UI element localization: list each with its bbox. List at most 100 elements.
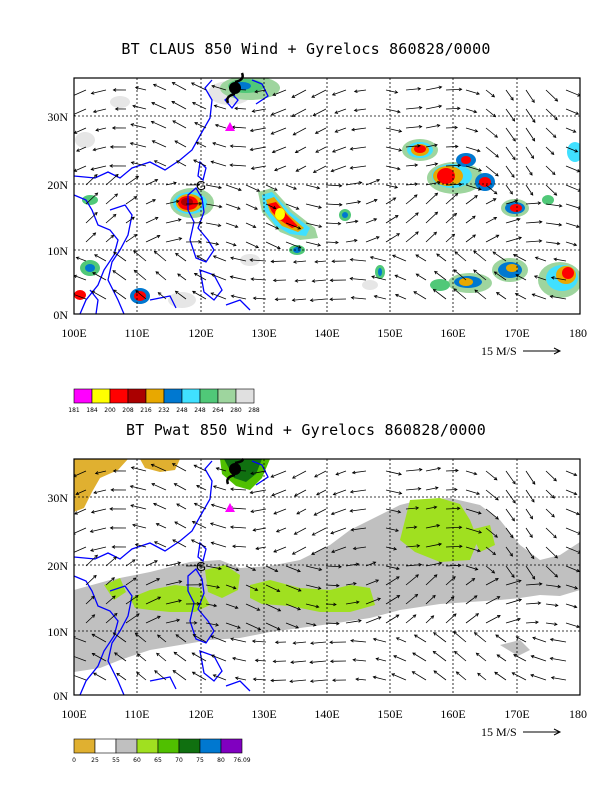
wind-arrowhead: [438, 542, 443, 547]
wind-arrow: [133, 250, 147, 262]
wind-arrow: [385, 576, 400, 586]
wind-arrowhead: [91, 595, 95, 600]
wind-arrow: [137, 653, 147, 662]
wind-arrow: [205, 603, 217, 607]
wind-arrowhead: [109, 164, 113, 168]
wind-arrow: [505, 237, 522, 243]
wind-arrow: [325, 603, 337, 605]
wind-arrowhead: [293, 531, 298, 535]
wind-arrow: [565, 470, 577, 476]
wind-arrow: [95, 127, 107, 131]
wind-arrowhead: [195, 141, 200, 145]
colorbar-swatch: [235, 388, 255, 404]
wind-arrow: [385, 470, 402, 475]
wind-arrow: [465, 508, 482, 514]
wind-arrowhead: [174, 521, 178, 525]
wind-arrowhead: [538, 239, 543, 243]
wind-arrowhead: [91, 614, 96, 618]
wind-arrow: [465, 108, 477, 113]
wind-arrowhead: [434, 211, 439, 216]
wind-arrow: [232, 545, 247, 548]
wind-arrow: [525, 546, 535, 559]
wind-arrow: [250, 470, 267, 475]
wind-arrowhead: [394, 274, 399, 278]
wind-arrowhead: [273, 549, 277, 553]
wind-arrow: [93, 489, 107, 494]
wind-arrow: [175, 290, 187, 300]
wind-arrow: [485, 184, 498, 195]
wind-arrow: [365, 218, 377, 224]
wind-arrowhead: [473, 595, 478, 599]
wind-arrowhead: [154, 216, 159, 221]
top-colorbar: 181 184 200 208 216 232 248 248 264 280 288: [68, 388, 260, 414]
wind-arrowhead: [214, 123, 219, 128]
wind-arrow: [271, 470, 287, 478]
wind-arrowhead: [395, 614, 400, 618]
wind-arrowhead: [510, 97, 514, 101]
wind-arrowhead: [192, 634, 197, 638]
wind-arrowhead: [132, 577, 137, 581]
wind-arrowhead: [532, 119, 536, 123]
wind-arrow: [154, 541, 167, 548]
wind-arrow: [445, 107, 460, 110]
wind-arrowhead: [251, 109, 256, 113]
wind-arrow: [525, 583, 542, 586]
wind-arrow: [334, 108, 347, 114]
wind-arrow: [154, 251, 167, 262]
wind-arrow: [76, 146, 87, 152]
wind-arrow: [254, 89, 267, 93]
wind-arrow: [405, 469, 422, 472]
wind-arrowhead: [133, 234, 138, 238]
wind-arrow: [545, 89, 558, 102]
wind-arrow: [196, 141, 207, 148]
wind-arrow: [251, 165, 267, 170]
wind-arrowhead: [377, 597, 382, 601]
wind-arrowhead: [351, 127, 355, 132]
wind-arrow: [465, 89, 480, 95]
wind-arrowhead: [454, 144, 459, 149]
wind-arrow: [505, 527, 514, 538]
wind-arrowhead: [297, 568, 301, 573]
wind-arrow: [114, 652, 127, 662]
wind-arrowhead: [433, 574, 438, 578]
wind-arrowhead: [217, 223, 222, 228]
wind-arrow: [74, 127, 87, 134]
wind-arrowhead: [558, 204, 563, 208]
wind-arrow: [250, 259, 267, 262]
wind-arrowhead: [491, 93, 496, 98]
wind-arrowhead: [436, 253, 440, 257]
wind-arrow: [235, 677, 247, 681]
wind-arrow: [253, 527, 267, 531]
wind-arrow: [525, 127, 535, 142]
wind-arrow: [550, 638, 567, 643]
wind-arrow: [365, 598, 381, 605]
wind-arrowhead: [234, 605, 239, 610]
wind-arrowhead: [109, 507, 113, 511]
wind-arrowhead: [416, 544, 421, 548]
wind-arrowhead: [274, 297, 279, 302]
wind-arrowhead: [112, 632, 117, 636]
wind-arrow: [551, 277, 567, 281]
colorbar-label: 55: [112, 757, 120, 764]
wind-arrow: [253, 678, 267, 681]
wind-arrowhead: [232, 656, 236, 661]
wind-arrow: [305, 241, 321, 246]
wind-arrow: [245, 584, 258, 591]
wind-arrow: [314, 508, 327, 516]
wind-arrow: [295, 279, 307, 282]
wind-arrowhead: [198, 583, 203, 587]
wind-arrow: [445, 545, 462, 548]
wind-arrow: [525, 146, 534, 159]
wind-arrowhead: [553, 477, 557, 482]
wind-arrow: [465, 165, 482, 172]
wind-arrowhead: [496, 654, 501, 658]
wind-arrowhead: [549, 294, 554, 299]
wind-arrowhead: [232, 585, 237, 590]
wind-arrow: [565, 184, 580, 192]
wind-arrowhead: [355, 562, 360, 567]
wind-arrowhead: [398, 148, 403, 152]
wind-arrow: [434, 271, 447, 281]
wind-arrowhead: [531, 137, 536, 142]
wind-arrowhead: [417, 144, 421, 148]
